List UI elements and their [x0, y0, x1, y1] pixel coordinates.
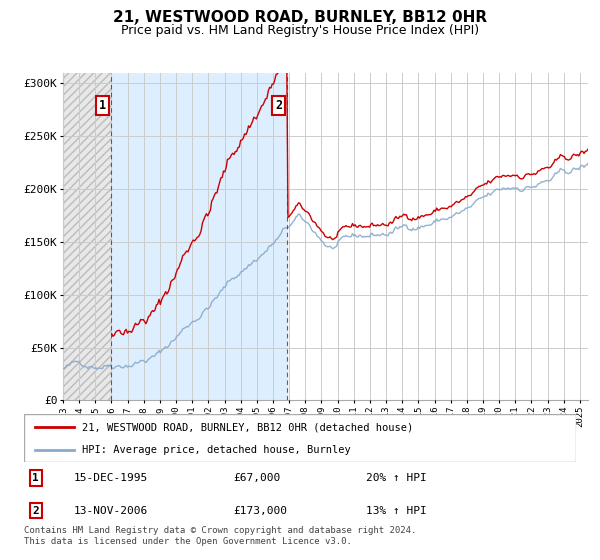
Bar	[63, 73, 111, 400]
Text: 13% ↑ HPI: 13% ↑ HPI	[366, 506, 427, 516]
Text: 1: 1	[99, 99, 106, 112]
Text: 2: 2	[275, 99, 283, 112]
Text: HPI: Average price, detached house, Burnley: HPI: Average price, detached house, Burn…	[82, 445, 351, 455]
Text: 21, WESTWOOD ROAD, BURNLEY, BB12 0HR: 21, WESTWOOD ROAD, BURNLEY, BB12 0HR	[113, 10, 487, 25]
Text: Contains HM Land Registry data © Crown copyright and database right 2024.
This d: Contains HM Land Registry data © Crown c…	[24, 526, 416, 546]
Bar	[63, 73, 111, 400]
Text: 15-DEC-1995: 15-DEC-1995	[74, 473, 148, 483]
Text: £173,000: £173,000	[234, 506, 288, 516]
Text: 2: 2	[32, 506, 39, 516]
Text: £67,000: £67,000	[234, 473, 281, 483]
Bar	[111, 73, 287, 400]
Text: 20% ↑ HPI: 20% ↑ HPI	[366, 473, 427, 483]
FancyBboxPatch shape	[24, 414, 576, 462]
Text: 1: 1	[32, 473, 39, 483]
Text: Price paid vs. HM Land Registry's House Price Index (HPI): Price paid vs. HM Land Registry's House …	[121, 24, 479, 36]
Text: 21, WESTWOOD ROAD, BURNLEY, BB12 0HR (detached house): 21, WESTWOOD ROAD, BURNLEY, BB12 0HR (de…	[82, 422, 413, 432]
Text: 13-NOV-2006: 13-NOV-2006	[74, 506, 148, 516]
